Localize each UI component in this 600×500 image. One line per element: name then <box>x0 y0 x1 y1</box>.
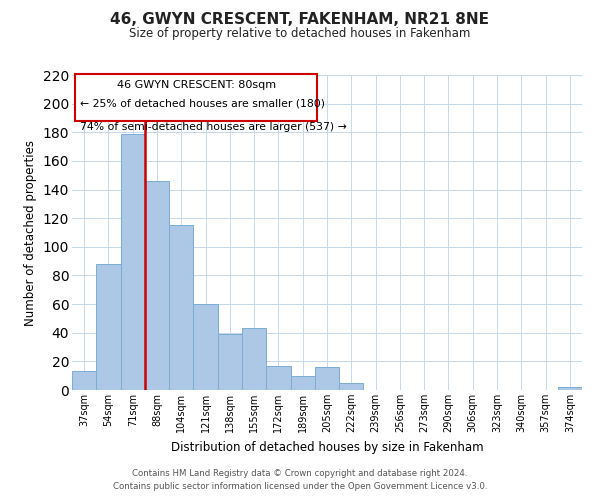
Bar <box>218 334 242 390</box>
Bar <box>96 264 121 390</box>
Text: 74% of semi-detached houses are larger (537) →: 74% of semi-detached houses are larger (… <box>80 122 347 132</box>
Text: ← 25% of detached houses are smaller (180): ← 25% of detached houses are smaller (18… <box>80 99 325 109</box>
Bar <box>145 181 169 390</box>
Bar <box>242 328 266 390</box>
Bar <box>193 304 218 390</box>
Bar <box>72 372 96 390</box>
Text: 46 GWYN CRESCENT: 80sqm: 46 GWYN CRESCENT: 80sqm <box>116 80 275 90</box>
Bar <box>558 387 582 390</box>
Bar <box>266 366 290 390</box>
Bar <box>315 367 339 390</box>
Bar <box>290 376 315 390</box>
Bar <box>339 383 364 390</box>
Text: 46, GWYN CRESCENT, FAKENHAM, NR21 8NE: 46, GWYN CRESCENT, FAKENHAM, NR21 8NE <box>110 12 490 28</box>
Bar <box>169 226 193 390</box>
X-axis label: Distribution of detached houses by size in Fakenham: Distribution of detached houses by size … <box>170 440 484 454</box>
Text: Size of property relative to detached houses in Fakenham: Size of property relative to detached ho… <box>130 28 470 40</box>
Bar <box>121 134 145 390</box>
Text: Contains HM Land Registry data © Crown copyright and database right 2024.: Contains HM Land Registry data © Crown c… <box>132 468 468 477</box>
Y-axis label: Number of detached properties: Number of detached properties <box>24 140 37 326</box>
FancyBboxPatch shape <box>75 74 317 121</box>
Text: Contains public sector information licensed under the Open Government Licence v3: Contains public sector information licen… <box>113 482 487 491</box>
